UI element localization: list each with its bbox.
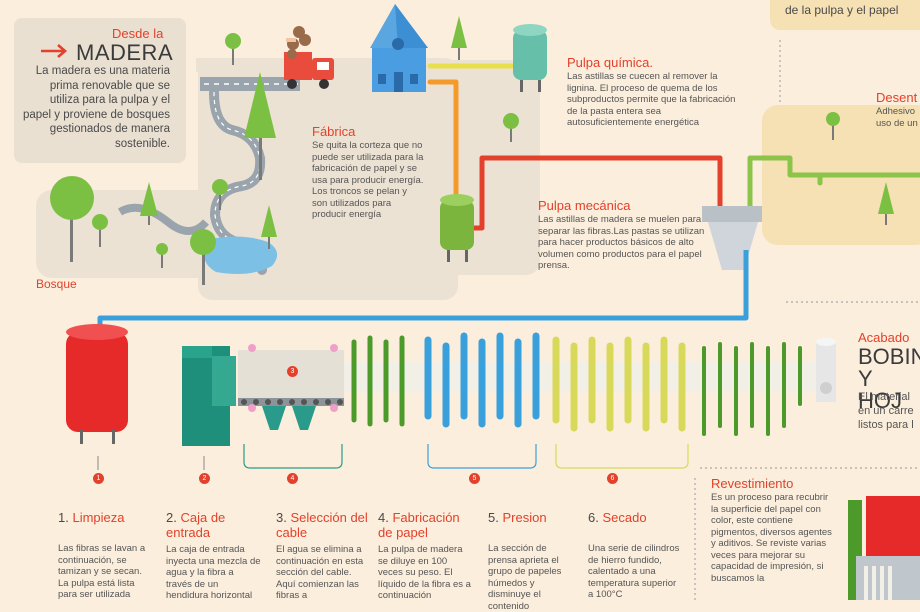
step-1-text: Las fibras se lavan a continuación, se t… [58, 543, 146, 600]
step-5: 5. Presion La sección de prensa aprieta … [488, 510, 574, 612]
chemical-pulp-title: Pulpa química. [567, 55, 653, 70]
marker-3: 3 [287, 366, 298, 377]
step-2-title: Caja de entrada [166, 510, 226, 540]
chemical-pulp-text: Las astillas se cuecen al remover la lig… [567, 71, 736, 128]
step-3: 3. Selección del cable El agua se elimin… [276, 510, 368, 602]
step-3-number: 3. [276, 510, 287, 525]
de-inking-title: Desent [876, 90, 918, 105]
step-5-text: La sección de prensa aprieta el grupo de… [488, 543, 562, 612]
step-4-number: 4. [378, 510, 389, 525]
step-5-title: Presion [502, 510, 547, 525]
tree-icons [50, 16, 894, 285]
rollers-yellow [552, 336, 686, 432]
intro-title: MADERA [76, 40, 174, 65]
finish-text: El material en un carre listos para l [858, 391, 914, 431]
step-3-title: Selección del cable [276, 510, 368, 540]
step-3-text: El agua se elimina a continuación en est… [276, 544, 364, 601]
pipes-upper [427, 63, 920, 231]
forest-label: Bosque [36, 277, 77, 291]
coating-machine-icon [848, 496, 920, 600]
intro-card [14, 18, 186, 163]
lake [203, 236, 278, 274]
mechanical-pulp-title: Pulpa mecánica [538, 198, 631, 213]
step-2: 2. Caja de entrada La caja de entrada in… [166, 510, 262, 602]
step-6-text: Una serie de cilindros de hierro fundido… [588, 543, 680, 600]
de-inking-text: Adhesivo uso de un [876, 106, 918, 129]
finish-title-2: Y HOJ [858, 366, 902, 413]
section-brackets-2 [427, 444, 689, 469]
truck-icon [284, 26, 334, 89]
chemical-tank-icon [513, 24, 547, 92]
mechanical-tank-icon [440, 194, 474, 262]
finish-title-1: BOBIN [858, 344, 920, 369]
step-1-number: 1. [58, 510, 69, 525]
marker-4: 4 [287, 473, 298, 484]
rollers-finishing [702, 342, 802, 436]
step-4-title: Fabricación de papel [378, 510, 460, 540]
marker-6: 6 [607, 473, 618, 484]
cleaning-tank-icon [66, 324, 128, 444]
section-brackets [243, 444, 343, 469]
marker-2: 2 [199, 473, 210, 484]
marker-1: 1 [93, 473, 104, 484]
arrow-right-icon [41, 44, 67, 58]
step-1-title: Limpieza [72, 510, 125, 525]
wire-section [238, 344, 344, 430]
step-1: 1. Limpieza Las fibras se lavan a contin… [58, 510, 152, 601]
top-right-label: de la pulpa y el papel [785, 3, 899, 17]
step-6: 6. Secado Una serie de cilindros de hier… [588, 510, 684, 601]
rollers-blue [424, 332, 540, 428]
step-2-number: 2. [166, 510, 177, 525]
step-2-text: La caja de entrada inyecta una mezcla de… [166, 544, 261, 601]
step-5-number: 5. [488, 510, 499, 525]
rollers-green [351, 335, 405, 427]
finish-kicker: Acabado [858, 330, 910, 345]
step-6-title: Secado [602, 510, 647, 525]
step-4: 4. Fabricación de papel La pulpa de made… [378, 510, 474, 602]
factory-title: Fábrica [312, 124, 356, 139]
headbox-icon [182, 346, 236, 446]
house-icon [370, 4, 428, 92]
marker-5: 5 [469, 473, 480, 484]
intro-text: La madera es una materia prima renovable… [22, 65, 170, 150]
marker-stems [97, 456, 205, 470]
coating-title: Revestimiento [711, 476, 794, 491]
mechanical-pulp-text: Las astillas de madera se muelen para se… [538, 214, 705, 271]
paper-web [344, 362, 830, 392]
hopper-icon [702, 206, 762, 270]
paper-roll-icon [816, 338, 836, 402]
coating-text: Es un proceso para recubrir la superfici… [711, 492, 832, 584]
step-4-text: La pulpa de madera se diluye en 100 vece… [378, 544, 471, 601]
intro-kicker: Desde la [112, 26, 164, 41]
factory-text: Se quita la corteza que no puede ser uti… [312, 140, 424, 220]
dotted-dividers [694, 40, 920, 600]
step-6-number: 6. [588, 510, 599, 525]
